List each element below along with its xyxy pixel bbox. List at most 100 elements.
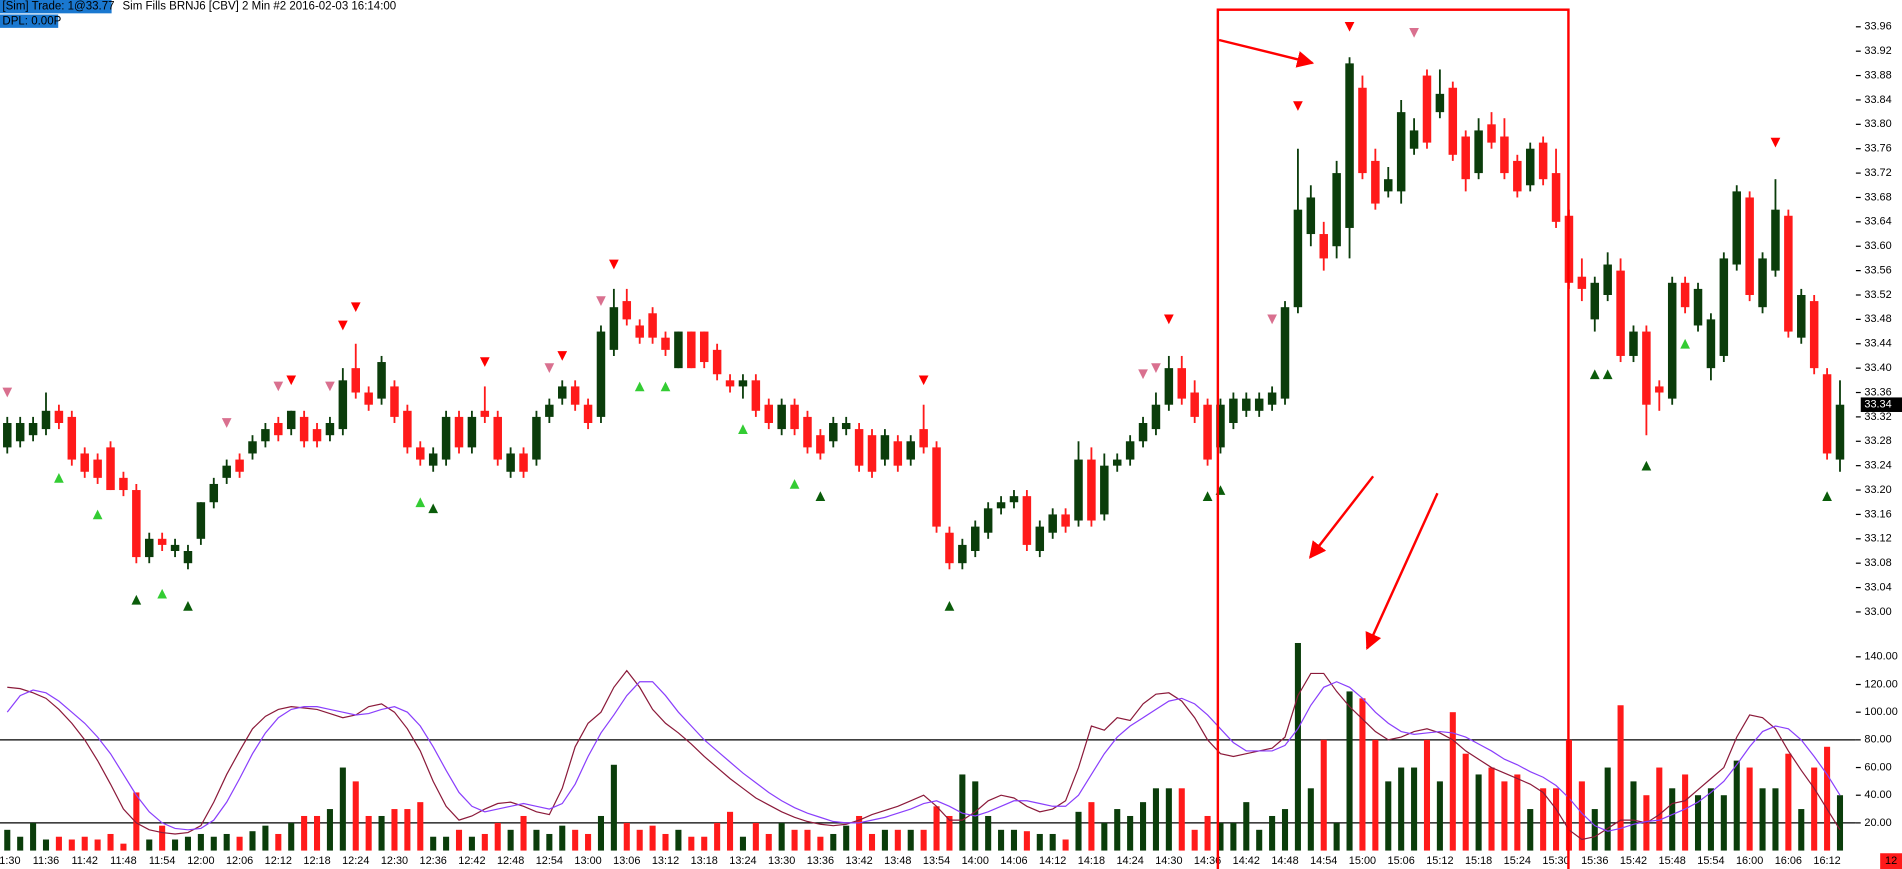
candle-body [867,435,877,472]
signal-marker [2,387,13,398]
volume-bar [159,825,166,851]
volume-bar [455,829,463,851]
candle-body [1500,136,1509,174]
oscillator-line [7,669,1841,841]
y-tick-label: 33.56 [1864,264,1891,276]
last-price-badge [1860,397,1902,412]
candle-body [1680,282,1690,308]
candle-body [209,483,219,503]
candle-body [493,416,502,460]
x-tick-label: 12:36 [420,855,447,867]
y2-tick-label: 120.00 [1864,678,1897,690]
volume-bar [223,833,230,851]
signal-marker [1680,338,1690,349]
volume-bar [662,833,669,851]
volume-bar [249,831,256,851]
volume-bar [1669,788,1676,851]
plot-area: 33.00 33.04 33.08 33.12 33.16 33.20 33.24 33.28… [0,21,1902,867]
candle-body [545,404,554,417]
signal-marker [157,588,168,599]
candle-body [1577,276,1587,289]
volume-bar [1217,822,1224,851]
volume-bar [572,829,579,851]
last-price: 33.34 [1864,399,1891,411]
candle-body [480,410,490,417]
candle-body [519,453,528,472]
signal-marker [1202,491,1213,501]
x-tick-label: 11:36 [33,855,59,867]
y-tick-label: 33.36 [1864,386,1891,398]
volume-bar [365,815,372,851]
candle-body [1758,258,1767,308]
y-tick-label: 33.40 [1864,362,1891,374]
signal-marker [337,320,348,331]
candle-body [28,422,38,436]
candle-body [1474,130,1483,174]
volume-bar [585,833,592,851]
volume-bar [1398,767,1405,851]
x-tick-label: 12:18 [303,855,330,867]
x-tick-label: 15:18 [1465,855,1492,867]
volume-bar [417,802,424,851]
volume-bar [275,833,282,851]
signal-marker [1267,314,1277,325]
y2-tick-label: 20.00 [1864,817,1891,829]
candle-body [777,404,786,430]
x-tick-label: 14:42 [1233,855,1260,867]
volume-bar [714,822,721,851]
volume-bar [288,822,295,851]
volume-bar [42,839,50,851]
signal-marker [1822,491,1832,501]
volume-bar [1759,788,1766,851]
signal-marker [1602,369,1613,380]
signal-marker [918,375,929,386]
volume-bar [597,815,605,851]
dpl-badge [0,14,59,28]
candle-body [1835,404,1845,460]
signal-marker [557,351,568,361]
candle-body [996,502,1006,509]
volume-bar [804,829,811,851]
volume-bar [391,809,398,851]
signal-marker [92,509,103,520]
volume-bar [1256,829,1263,851]
candle-body [790,404,799,430]
volume-bar [998,829,1005,851]
candle-body [1345,63,1354,228]
x-tick-label: 15:00 [1349,855,1376,867]
volume-bar [1385,781,1392,851]
volume-bar [1798,809,1805,851]
signal-marker [415,497,426,508]
dpl-label: DPL: 0.00P [2,15,61,27]
candle-body [1306,197,1316,235]
candle-body [570,386,580,405]
candle-body [674,331,683,369]
volume-bar [843,825,850,851]
candle-body [1280,307,1290,399]
volume-bar [30,822,37,851]
volume-bar [1423,739,1431,851]
volume-bar [1023,831,1030,851]
candle-body [829,422,838,442]
candle-body [971,526,980,551]
volume-bar [739,836,746,851]
volume-bar [920,829,927,851]
volume-bar [1682,774,1689,851]
x-tick-label: 14:54 [1310,855,1337,867]
volume-bar [4,829,11,851]
volume-bar [1075,811,1082,851]
volume-bar [55,836,62,851]
signal-marker [1344,21,1355,32]
candle-body [1061,514,1070,527]
candle-body [3,422,12,448]
volume-bar [236,836,243,851]
candle-body [325,422,335,436]
volume-bar [1320,739,1327,851]
volume-bar [481,833,488,851]
y-tick-label: 33.48 [1864,313,1891,325]
volume-bar [1475,774,1482,851]
volume-bar [1836,795,1844,851]
candle-body [1616,270,1625,356]
signal-marker [183,601,193,611]
candle-body [893,441,903,466]
